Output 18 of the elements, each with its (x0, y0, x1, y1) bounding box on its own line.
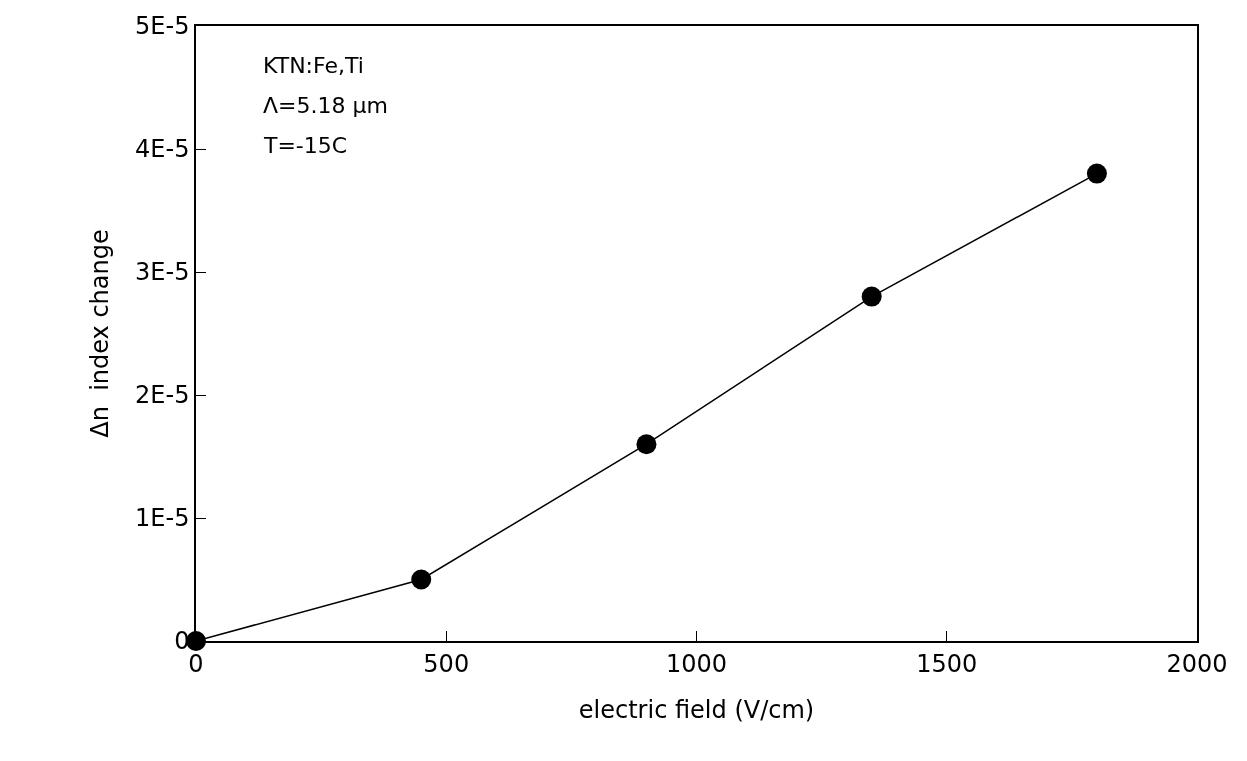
y-tick-label: 2E-5 (135, 381, 190, 410)
annotation: T=-15C (263, 133, 348, 158)
y-tick-label: 3E-5 (135, 258, 190, 287)
x-tick-label: 500 (423, 649, 470, 678)
x-tick-label: 1000 (665, 649, 728, 678)
annotation: KTN:Fe,Ti (263, 53, 364, 78)
point (636, 434, 657, 455)
point (411, 569, 432, 590)
x-tick-label: 1500 (916, 649, 978, 678)
y-tick-label: 5E-5 (135, 12, 190, 41)
y-axis-title: Δn index change (85, 229, 114, 438)
point (1086, 163, 1107, 184)
point (861, 286, 882, 307)
x-axis-title: electric field (V/cm) (578, 696, 815, 725)
annotation: Λ=5.18 μm (263, 93, 388, 118)
x-tick-label: 2000 (1166, 649, 1228, 678)
y-tick-label: 4E-5 (135, 135, 190, 164)
y-tick-label: 1E-5 (135, 504, 190, 533)
